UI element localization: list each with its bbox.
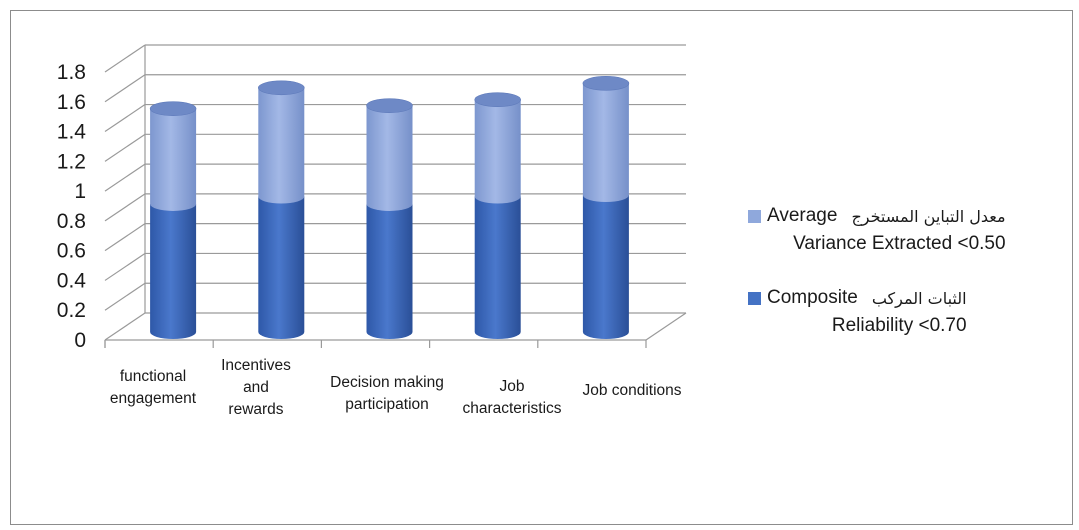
bar-average-variance <box>366 105 413 211</box>
y-tick-label: 0 <box>74 329 86 352</box>
y-tick-label: 0.4 <box>57 269 87 292</box>
bar-cap <box>257 80 305 96</box>
bar-group <box>582 76 630 339</box>
legend-item-average-variance: Average معدل التباين المستخرج Variance E… <box>748 205 1006 255</box>
bar-composite-reliability <box>258 196 305 339</box>
x-tick-label: Decision making participation <box>330 374 444 413</box>
legend-swatch-dark <box>748 291 761 305</box>
legend-label-en: Composite <box>767 287 858 308</box>
bar-average-variance <box>582 83 629 203</box>
bar-average-variance <box>474 99 521 204</box>
y-tick-label: 1.2 <box>57 150 86 173</box>
gridline-depth <box>104 312 146 341</box>
bar-group <box>149 101 197 339</box>
bar-composite-reliability <box>366 203 413 339</box>
x-tick-label: Incentives and rewards <box>221 357 291 418</box>
bar-cap <box>474 92 522 108</box>
bar-group <box>474 92 522 339</box>
legend-label-ar: معدل التباين المستخرج <box>851 206 1006 226</box>
y-tick-label: 1 <box>74 180 86 203</box>
gridline-depth <box>104 74 146 103</box>
bar-average-variance <box>258 87 305 204</box>
legend-item-composite-reliability: Composite الثبات المركب Reliability <0.7… <box>748 287 967 337</box>
y-tick-label: 1.6 <box>57 91 86 114</box>
bar-group <box>366 98 413 339</box>
gridline-depth <box>104 104 146 133</box>
legend-label-en-line2: Variance Extracted <0.50 <box>793 233 1006 254</box>
gridline-depth <box>104 252 146 281</box>
x-tick-label: functional engagement <box>110 368 197 407</box>
bar-cap <box>366 98 413 113</box>
bar-composite-reliability <box>582 195 629 339</box>
y-tick-label: 0.2 <box>57 299 86 322</box>
bar-composite-reliability <box>474 196 521 339</box>
gridline-depth <box>104 193 146 222</box>
floor-right-edge <box>645 312 687 341</box>
y-tick-label: 1.4 <box>57 121 87 144</box>
legend-label-ar: الثبات المركب <box>871 288 967 308</box>
bar-group <box>257 80 305 339</box>
gridline-depth <box>104 282 146 311</box>
bar-composite-reliability <box>150 203 197 339</box>
bars <box>149 76 630 339</box>
x-axis-labels: functional engagement Incentives and rewards… <box>110 357 682 418</box>
y-tick-label: 1.8 <box>57 61 86 84</box>
y-tick-label: 0.8 <box>57 210 86 233</box>
gridline-depth <box>104 223 146 252</box>
bar-cap <box>582 76 630 91</box>
legend-label-en: Average <box>767 205 838 226</box>
x-tick-label: Job conditions <box>582 382 681 399</box>
x-tick-label: Job characteristics <box>462 378 561 417</box>
bar-cap <box>149 101 197 116</box>
y-tick-label: 0.6 <box>57 240 86 263</box>
legend-swatch-light <box>748 209 761 223</box>
gridline-depth <box>104 163 146 192</box>
gridline-depth <box>104 44 146 73</box>
legend-label-en-line2: Reliability <0.70 <box>831 315 967 336</box>
bar-average-variance <box>150 108 197 211</box>
y-axis-ticks: 0 0.2 0.4 0.6 0.8 1 1.2 1.4 1.6 1.8 <box>57 61 87 352</box>
gridline-depth <box>104 133 146 162</box>
